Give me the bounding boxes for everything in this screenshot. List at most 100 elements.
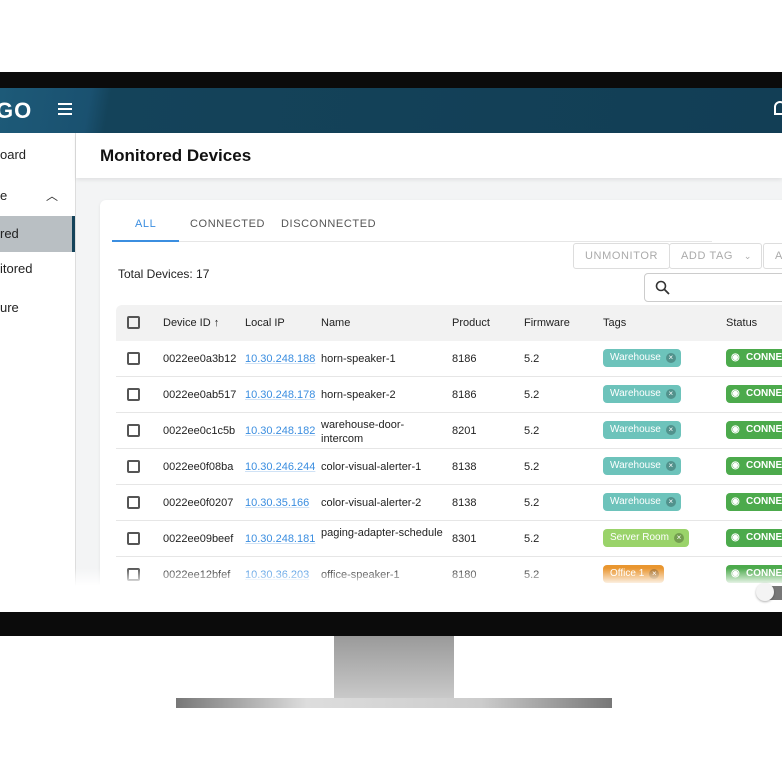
monitor-base	[176, 698, 612, 708]
local-ip-link[interactable]: 10.30.248.178	[245, 389, 316, 401]
logo: GO	[0, 98, 33, 123]
product: 8301	[452, 533, 477, 545]
add-tag-label: ADD TAG	[681, 250, 734, 262]
column-label: Device ID	[163, 317, 211, 329]
remove-tag-icon[interactable]: ×	[665, 389, 676, 399]
product: 8186	[452, 389, 477, 401]
total-devices: Total Devices: 17	[118, 267, 210, 281]
chevron-up-icon: ︿	[46, 189, 59, 203]
column-tags[interactable]: Tags	[603, 317, 627, 329]
product: 8186	[452, 353, 477, 365]
tag-chip[interactable]: Warehouse ×	[603, 349, 681, 367]
row-checkbox[interactable]	[127, 388, 140, 401]
row-checkbox[interactable]	[127, 532, 140, 545]
device-name: horn-speaker-1	[321, 353, 396, 365]
monitor-stand	[334, 636, 454, 698]
sidebar-item-device[interactable]: e ︿	[0, 178, 75, 214]
tag-label: Warehouse	[610, 496, 661, 507]
tag-chip[interactable]: Server Room ×	[603, 529, 689, 547]
local-ip-link[interactable]: 10.30.246.244	[245, 461, 316, 473]
tag-label: Warehouse	[610, 424, 661, 435]
firmware: 5.2	[524, 353, 540, 365]
row-checkbox[interactable]	[127, 460, 140, 473]
tab-indicator	[112, 240, 179, 242]
table-row[interactable]: 0022ee09beef 10.30.248.181 paging-adapte…	[116, 521, 782, 557]
search-input[interactable]	[644, 273, 782, 302]
device-id: 0022ee0c1c5b	[163, 425, 236, 437]
status-badge: CONNECTED	[726, 529, 782, 547]
column-product[interactable]: Product	[452, 317, 490, 329]
search-icon	[655, 280, 670, 295]
tag-label: Warehouse	[610, 460, 661, 471]
add-tag-button[interactable]: ADD TAG ⌄	[669, 243, 763, 269]
table-header: Device ID ↑ Local IP Name Product Firmwa…	[116, 305, 782, 341]
device-id: 0022ee0a3b12	[163, 353, 237, 365]
status-badge: CONNECTED	[726, 385, 782, 403]
firmware: 5.2	[524, 461, 540, 473]
sidebar-item-configure[interactable]: ure	[0, 300, 19, 315]
row-checkbox[interactable]	[127, 424, 140, 437]
product: 8201	[452, 425, 477, 437]
sidebar-item-unmonitored[interactable]: itored	[0, 261, 33, 276]
unmonitor-button[interactable]: UNMONITOR	[573, 243, 671, 269]
status-badge: CONNECTED	[726, 493, 782, 511]
app-screen: GO oard e︿ red itored ure gs Monitored D…	[0, 88, 782, 612]
tab-all[interactable]: ALL	[135, 218, 157, 230]
status-badge: CONNECTED	[726, 421, 782, 439]
column-status[interactable]: Status	[726, 317, 758, 329]
table-row[interactable]: 0022ee0f08ba 10.30.246.244 color-visual-…	[116, 449, 782, 485]
tag-chip[interactable]: Warehouse ×	[603, 385, 681, 403]
local-ip-link[interactable]: 10.30.35.166	[245, 497, 310, 509]
status-badge: CONNECTED	[726, 457, 782, 475]
sidebar-item-label: e	[0, 188, 8, 203]
column-name[interactable]: Name	[321, 317, 351, 329]
tab-disconnected[interactable]: DISCONNECTED	[281, 218, 377, 230]
hamburger-icon[interactable]	[58, 103, 72, 118]
bell-icon[interactable]	[774, 101, 782, 115]
tag-chip[interactable]: Warehouse ×	[603, 457, 681, 475]
product: 8138	[452, 461, 477, 473]
column-firmware[interactable]: Firmware	[524, 317, 570, 329]
remove-tag-icon[interactable]: ×	[665, 353, 676, 363]
tab-divider	[112, 241, 712, 242]
column-local-ip[interactable]: Local IP	[245, 317, 285, 329]
table-row[interactable]: 0022ee0c1c5b 10.30.248.182 warehouse-doo…	[116, 413, 782, 449]
select-all-checkbox[interactable]	[127, 316, 140, 329]
device-name: color-visual-alerter-2	[321, 497, 422, 509]
device-id: 0022ee0f0207	[163, 497, 234, 509]
tag-chip[interactable]: Warehouse ×	[603, 421, 681, 439]
sidebar-item-dashboard[interactable]: oard	[0, 147, 27, 162]
tag-chip[interactable]: Warehouse ×	[603, 493, 681, 511]
table-row[interactable]: 0022ee0a3b12 10.30.248.188 horn-speaker-…	[116, 341, 782, 377]
product: 8138	[452, 497, 477, 509]
table-row[interactable]: 0022ee0ab517 10.30.248.178 horn-speaker-…	[116, 377, 782, 413]
page-title-bar: Monitored Devices	[76, 133, 782, 178]
device-id: 0022ee0f08ba	[163, 461, 234, 473]
firmware: 5.2	[524, 425, 540, 437]
device-id: 0022ee09beef	[163, 533, 234, 545]
remove-tag-icon[interactable]: ×	[665, 497, 676, 507]
bottom-fade	[0, 568, 782, 612]
tab-connected[interactable]: CONNECTED	[190, 218, 266, 230]
toggle-switch[interactable]	[756, 583, 782, 601]
sidebar: oard e︿ red itored ure gs	[0, 133, 76, 612]
device-name: color-visual-alerter-1	[321, 461, 422, 473]
local-ip-link[interactable]: 10.30.248.181	[245, 533, 316, 545]
device-name: horn-speaker-2	[321, 389, 396, 401]
local-ip-link[interactable]: 10.30.248.188	[245, 353, 316, 365]
row-checkbox[interactable]	[127, 496, 140, 509]
sidebar-item-monitored[interactable]: red	[0, 216, 75, 252]
local-ip-link[interactable]: 10.30.248.182	[245, 425, 316, 437]
tag-label: Server Room	[610, 532, 669, 543]
remove-tag-icon[interactable]: ×	[665, 425, 676, 435]
device-name: paging-adapter-schedule	[321, 527, 443, 539]
remove-tag-icon[interactable]: ×	[665, 461, 676, 471]
arrow-up-icon: ↑	[213, 317, 220, 329]
remove-tag-icon[interactable]: ×	[673, 533, 684, 543]
table-row[interactable]: 0022ee0f0207 10.30.35.166 color-visual-a…	[116, 485, 782, 521]
column-device-id[interactable]: Device ID ↑	[163, 317, 219, 329]
row-checkbox[interactable]	[127, 352, 140, 365]
device-id: 0022ee0ab517	[163, 389, 237, 401]
third-toolbar-button[interactable]: A	[763, 243, 782, 269]
app-header: GO	[0, 88, 782, 133]
